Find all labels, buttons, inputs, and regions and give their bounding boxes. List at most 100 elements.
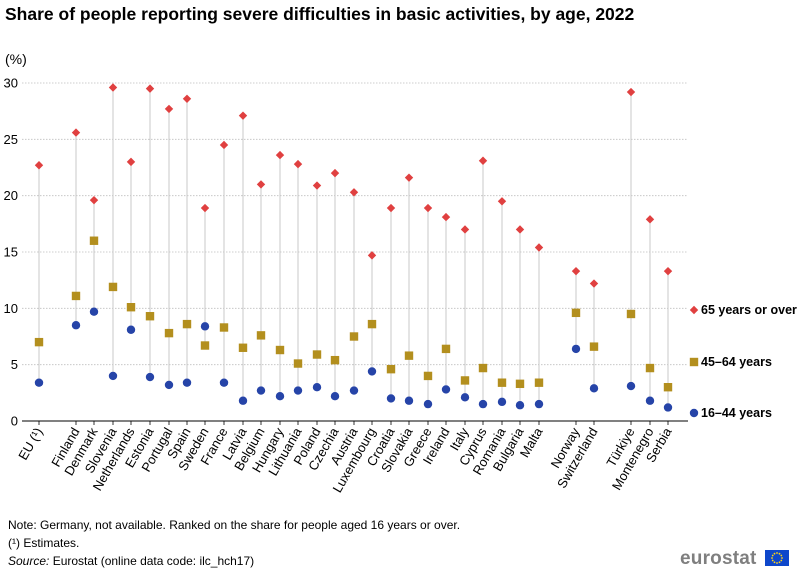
legend-marker-0 [689,305,699,315]
point-circle-28 [589,384,599,393]
point-square-31 [663,383,673,392]
point-square-8 [200,341,210,350]
chart-gridlines [22,82,688,425]
point-circle-0 [34,378,44,387]
legend-label-2: 16–44 years [701,406,772,420]
point-diamond-7 [182,94,192,103]
point-circle-20 [423,399,433,409]
point-square-22 [460,376,470,385]
x-tick-label: EU (¹) [15,425,45,463]
point-diamond-30 [645,215,655,224]
point-diamond-31 [663,266,673,276]
point-circle-6 [164,380,174,390]
point-diamond-19 [404,173,414,182]
point-circle-25 [515,401,525,410]
point-square-0 [34,337,44,347]
point-circle-27 [571,344,581,354]
point-circle-4 [126,325,136,334]
point-diamond-13 [293,159,303,169]
point-circle-19 [404,396,414,405]
point-square-7 [182,319,192,329]
legend-label-1: 45–64 years [701,355,772,369]
point-diamond-1 [71,128,81,137]
chart-plot: 0 5 10 15 20 25 30 EU (¹) FinlandDenmarkSloveni… [4,76,798,496]
y-tick-label-15: 15 [4,245,18,260]
point-diamond-9 [219,140,229,150]
point-square-29 [626,309,636,319]
point-diamond-23 [478,156,488,165]
point-diamond-24 [497,197,507,206]
point-circle-12 [275,392,285,401]
point-circle-10 [238,396,248,405]
point-diamond-12 [275,150,285,160]
point-square-25 [515,379,525,389]
point-square-24 [497,378,507,387]
point-square-23 [478,363,488,373]
chart-stems [38,87,669,408]
footnote-source: Source: Eurostat (online data code: ilc_… [8,554,254,568]
point-diamond-2 [89,195,99,205]
point-circle-18 [386,394,396,403]
legend-label-0: 65 years or over [701,303,797,317]
y-tick-label-10: 10 [4,301,18,316]
point-diamond-20 [423,203,433,213]
eu-flag-icon [765,550,789,566]
footnote-note: Note: Germany, not available. Ranked on … [8,518,461,532]
point-square-2 [89,236,99,245]
eurostat-logo: eurostat [680,548,757,569]
point-diamond-8 [200,203,210,213]
point-circle-13 [293,386,303,395]
y-tick-label-20: 20 [4,188,18,203]
point-circle-31 [663,403,673,412]
point-circle-21 [441,385,451,394]
y-axis-tick-labels: 0 5 10 15 20 25 30 [4,76,18,429]
point-circle-8 [200,322,210,331]
point-circle-29 [626,381,636,391]
point-diamond-5 [145,84,155,93]
point-circle-24 [497,397,507,407]
point-circle-1 [71,321,81,330]
point-diamond-4 [126,157,136,167]
point-circle-17 [367,367,377,376]
point-square-28 [589,342,599,351]
chart-title: Share of people reporting severe difficu… [5,4,635,24]
point-square-17 [367,319,377,329]
point-diamond-27 [571,266,581,276]
point-circle-2 [89,307,99,316]
point-square-3 [108,282,118,292]
chart-legend: 65 years or over 45–64 years 16–44 years [689,303,797,420]
y-tick-label-25: 25 [4,132,18,147]
chart-points [34,83,673,412]
point-diamond-18 [386,203,396,213]
legend-marker-2 [689,408,699,418]
point-circle-14 [312,383,322,392]
point-square-4 [126,303,136,312]
point-diamond-28 [589,279,599,288]
point-square-27 [571,308,581,318]
point-circle-23 [478,399,488,409]
point-circle-30 [645,396,655,405]
point-diamond-10 [238,111,248,120]
point-square-12 [275,345,285,355]
point-square-19 [404,351,414,360]
point-circle-11 [256,386,266,395]
point-diamond-14 [312,181,322,190]
point-diamond-3 [108,83,118,92]
point-square-20 [423,371,433,381]
point-diamond-6 [164,104,174,114]
point-square-18 [386,364,396,374]
point-circle-22 [460,393,470,402]
point-diamond-11 [256,180,266,189]
point-square-10 [238,343,248,352]
point-diamond-16 [349,188,359,197]
point-circle-15 [330,392,340,401]
source-text: Eurostat (online data code: ilc_hch17) [49,554,255,568]
point-circle-9 [219,378,229,387]
point-circle-5 [145,372,155,382]
point-square-16 [349,332,359,341]
point-circle-16 [349,386,359,395]
point-square-1 [71,291,81,301]
point-diamond-26 [534,243,544,252]
y-axis-unit-label: (%) [5,51,27,67]
point-diamond-22 [460,225,470,234]
